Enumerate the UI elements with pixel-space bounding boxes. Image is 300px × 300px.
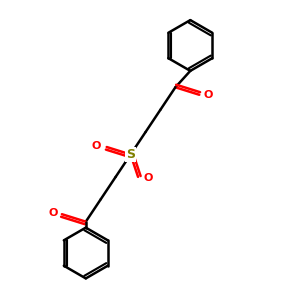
Text: O: O	[143, 173, 153, 183]
Text: O: O	[92, 140, 101, 151]
Text: O: O	[49, 208, 58, 218]
Text: S: S	[126, 148, 135, 161]
Text: O: O	[203, 90, 212, 100]
